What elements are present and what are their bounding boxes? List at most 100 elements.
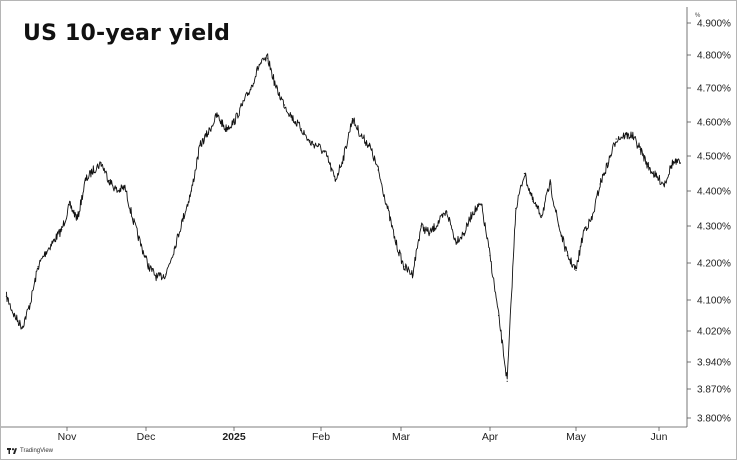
- data-point: [360, 135, 362, 137]
- data-point: [647, 165, 649, 168]
- data-point: [368, 145, 371, 147]
- data-point: [300, 128, 302, 130]
- data-point: [454, 240, 457, 242]
- data-point: [5, 295, 8, 297]
- x-tick-label: Mar: [392, 431, 411, 443]
- data-point: [639, 148, 641, 150]
- data-point: [437, 221, 439, 224]
- data-point: [199, 145, 201, 147]
- data-point: [76, 218, 79, 220]
- plot-area: [5, 53, 682, 382]
- chart-title: US 10-year yield: [23, 21, 231, 46]
- y-tick-label: 4.100%: [697, 296, 731, 307]
- y-tick-label: 4.900%: [697, 19, 731, 30]
- data-point: [515, 207, 517, 210]
- x-tick-label: Dec: [137, 431, 156, 443]
- data-point: [489, 255, 491, 257]
- data-point: [190, 190, 193, 192]
- yield-series-line: [5, 53, 681, 380]
- data-point: [334, 179, 336, 182]
- data-point: [283, 104, 286, 106]
- brand-name: TradingView: [20, 448, 54, 454]
- y-tick-label: 3.870%: [697, 385, 731, 396]
- data-point: [343, 155, 345, 157]
- y-tick-label: 3.940%: [697, 358, 731, 369]
- data-point: [411, 273, 414, 275]
- x-tick-label: Jun: [651, 431, 668, 443]
- y-axis-unit-label: %: [695, 13, 701, 19]
- data-point: [566, 255, 569, 257]
- data-point: [623, 135, 625, 137]
- data-point: [583, 229, 585, 231]
- y-tick-label: 4.800%: [697, 51, 731, 62]
- data-point: [29, 303, 31, 305]
- data-point: [140, 243, 142, 246]
- x-tick-label: Apr: [482, 431, 499, 443]
- y-tick-label: 4.020%: [697, 327, 731, 338]
- data-point: [472, 211, 474, 213]
- tradingview-brand: TradingView: [7, 448, 53, 454]
- y-tick-label: 3.800%: [697, 414, 731, 425]
- data-point: [100, 162, 102, 164]
- data-point: [84, 179, 87, 182]
- y-axis: 3.800% 3.870% 3.940% 4.020% 4.100% 4.200% 4.30…: [686, 7, 731, 427]
- data-point: [13, 314, 15, 317]
- data-point: [148, 266, 150, 268]
- y-tick-label: 4.300%: [697, 222, 731, 233]
- data-point: [21, 326, 23, 328]
- data-point: [532, 200, 534, 203]
- data-point: [258, 64, 260, 66]
- data-point: [37, 266, 39, 268]
- data-point: [541, 214, 543, 217]
- data-point: [446, 211, 448, 213]
- data-point: [326, 155, 328, 157]
- data-point: [124, 186, 126, 189]
- data-point: [108, 179, 110, 182]
- y-tick-label: 4.400%: [697, 187, 731, 198]
- y-tick-label: 4.700%: [697, 84, 731, 95]
- data-point: [317, 145, 319, 147]
- x-axis: Nov Dec 2025 Feb Mar Apr May Jun: [1, 426, 687, 443]
- data-point: [61, 229, 63, 231]
- data-point: [116, 190, 118, 192]
- data-point: [615, 138, 617, 140]
- data-point: [165, 273, 167, 275]
- data-point: [275, 87, 277, 89]
- data-point: [599, 183, 601, 185]
- data-point: [224, 128, 227, 130]
- x-tick-label: Feb: [312, 431, 330, 443]
- data-point: [351, 118, 354, 120]
- y-tick-label: 4.600%: [697, 118, 731, 129]
- data-point: [523, 172, 526, 175]
- data-point: [207, 131, 210, 133]
- data-point: [233, 121, 235, 123]
- data-point: [377, 169, 379, 171]
- data-point: [607, 162, 609, 164]
- data-point: [53, 240, 55, 242]
- data-point: [45, 251, 47, 253]
- data-point: [575, 269, 577, 271]
- data-point: [663, 183, 665, 185]
- data-point: [498, 314, 500, 317]
- data-point: [216, 114, 218, 116]
- y-tick-label: 4.200%: [697, 259, 731, 270]
- tradingview-logo-icon: [7, 448, 17, 454]
- data-point: [386, 204, 388, 206]
- data-point: [403, 266, 405, 268]
- data-point: [558, 225, 560, 227]
- x-tick-label: 2025: [222, 431, 246, 443]
- data-point: [671, 162, 673, 164]
- data-point: [429, 232, 431, 234]
- data-point: [655, 176, 657, 178]
- data-point: [394, 240, 396, 242]
- data-point: [591, 218, 593, 220]
- data-point: [309, 141, 311, 143]
- data-point: [549, 183, 551, 185]
- data-point: [267, 57, 269, 59]
- data-point: [292, 118, 294, 120]
- y-tick-label: 4.500%: [697, 152, 731, 163]
- data-point: [92, 169, 94, 171]
- x-tick-label: May: [566, 431, 587, 443]
